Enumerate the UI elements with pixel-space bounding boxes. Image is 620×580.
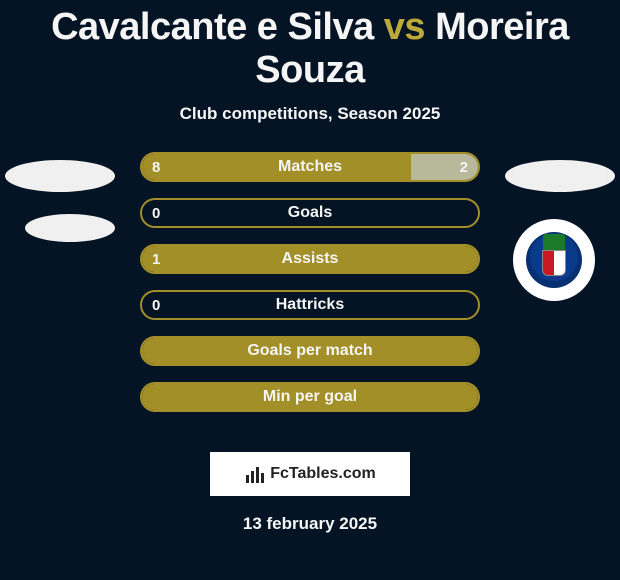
subtitle: Club competitions, Season 2025 [0, 104, 620, 124]
player1-badge-placeholder [5, 160, 115, 192]
stat-value-p2: 2 [450, 154, 478, 180]
stat-bar: Goals per match [140, 336, 480, 366]
vs-separator: vs [384, 6, 425, 48]
stat-label: Assists [142, 246, 478, 272]
player2-badge-placeholder [505, 160, 615, 192]
stat-label: Goals [142, 200, 478, 226]
stat-value-p1: 1 [142, 246, 170, 272]
club-shield-icon [526, 232, 582, 288]
player2-club-badge [513, 219, 595, 301]
stat-value-p1: 0 [142, 200, 170, 226]
stat-bar: Assists1 [140, 244, 480, 274]
stat-label: Min per goal [142, 384, 478, 410]
chart-area: Matches82Goals0Assists1Hattricks0Goals p… [0, 164, 620, 444]
stat-bar: Hattricks0 [140, 290, 480, 320]
stat-bar: Matches8 2 [140, 152, 480, 182]
stat-label: Goals per match [142, 338, 478, 364]
stat-value-p1: 0 [142, 292, 170, 318]
date-text: 13 february 2025 [0, 514, 620, 534]
stat-label: Hattricks [142, 292, 478, 318]
stat-bar: Min per goal [140, 382, 480, 412]
player1-name: Cavalcante e Silva [51, 6, 374, 48]
stat-label: Matches [142, 154, 478, 180]
brand-footer[interactable]: FcTables.com [210, 452, 410, 496]
stat-bar: Goals0 [140, 198, 480, 228]
fctables-logo-icon [244, 465, 266, 483]
comparison-title: Cavalcante e Silva vs Moreira Souza [0, 0, 620, 92]
stat-value-p1: 8 [142, 154, 170, 180]
stat-bars: Matches82Goals0Assists1Hattricks0Goals p… [140, 152, 480, 428]
brand-text: FcTables.com [270, 465, 376, 483]
player1-badge-placeholder-2 [25, 214, 115, 242]
